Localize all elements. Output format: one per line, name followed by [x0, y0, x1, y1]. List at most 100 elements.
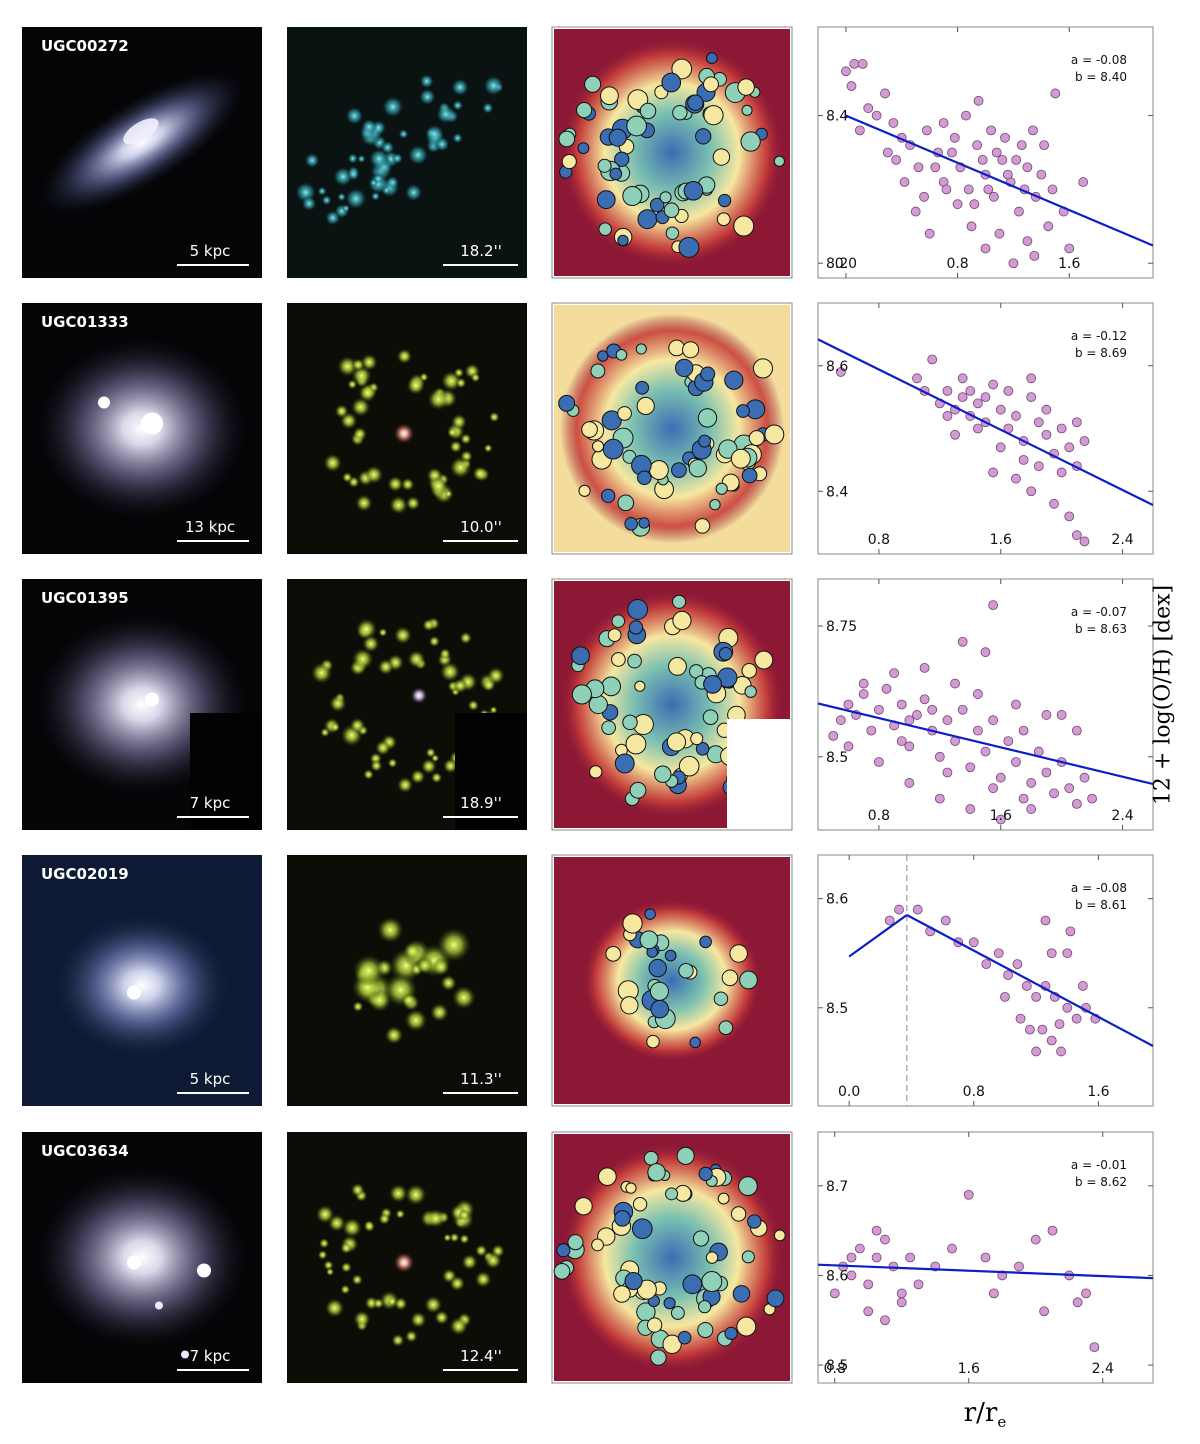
data-point	[942, 411, 953, 421]
foreground-star	[181, 1350, 189, 1359]
metallicity-map-panel	[551, 1131, 793, 1384]
hii-region	[629, 781, 647, 799]
hii-region	[672, 610, 692, 631]
fit-intercept-label: b = 8.61	[1075, 898, 1127, 912]
data-point	[882, 147, 893, 158]
hii-region	[702, 709, 719, 726]
metallicity-map-panel	[551, 302, 793, 555]
hii-region	[590, 363, 606, 379]
data-point	[919, 191, 929, 202]
data-point	[1018, 793, 1029, 804]
emission-knot	[324, 1298, 345, 1318]
emission-knot	[404, 1008, 428, 1032]
emission-knot	[455, 377, 467, 389]
data-point	[899, 177, 910, 187]
data-point	[1087, 793, 1097, 804]
emission-knot	[357, 154, 366, 164]
hii-region	[561, 153, 577, 170]
hii-region	[627, 599, 649, 620]
hii-region	[717, 1192, 730, 1205]
data-point	[874, 757, 884, 767]
emission-knot	[484, 1251, 502, 1270]
emission-knot	[345, 106, 364, 125]
data-point	[1064, 511, 1075, 522]
emission-knot	[440, 370, 462, 392]
emission-nucleus	[411, 687, 427, 704]
hii-region	[636, 396, 655, 416]
emission-knot	[472, 466, 488, 482]
data-point	[961, 110, 971, 121]
data-point	[889, 668, 900, 679]
data-point	[1071, 530, 1082, 541]
data-point	[980, 1252, 991, 1263]
data-point	[829, 1288, 840, 1299]
data-point	[912, 904, 923, 915]
galaxy-name-label: UGC00272	[41, 37, 129, 55]
emission-knot	[395, 1209, 406, 1219]
emission-knot	[349, 717, 366, 734]
data-point	[896, 1297, 907, 1308]
emission-knot	[363, 769, 374, 780]
emission-knot	[323, 453, 343, 473]
data-point	[977, 154, 988, 165]
fit-intercept-label: b = 8.69	[1075, 346, 1127, 360]
emission-knot	[431, 957, 450, 976]
hii-region	[718, 647, 733, 661]
hii-region	[576, 102, 593, 119]
emission-knot	[428, 635, 441, 648]
hii-region	[638, 517, 650, 529]
data-point	[957, 704, 968, 715]
fit-slope-label: a = -0.12	[1071, 329, 1127, 343]
emission-knot	[483, 75, 504, 97]
data-point	[1028, 125, 1038, 136]
emission-knot	[330, 722, 341, 733]
data-point	[846, 81, 857, 91]
data-point	[863, 103, 874, 114]
emission-knot	[451, 985, 476, 1010]
data-point	[843, 741, 854, 752]
x-tick-label: 2.4	[1111, 532, 1133, 548]
optical-image-panel: UGC00272 5 kpc	[22, 27, 262, 278]
plot-area	[841, 59, 1153, 269]
masked-region	[455, 713, 527, 830]
emission-knot	[452, 678, 468, 694]
data-point	[854, 125, 865, 136]
hii-region	[649, 460, 669, 480]
emission-knot	[350, 397, 371, 417]
emission-knot	[310, 662, 333, 684]
hii-region	[643, 1150, 659, 1166]
data-point	[947, 147, 957, 158]
hii-region	[625, 733, 647, 755]
gradient-plot: 0.8 1.6 2.4 8.5 8.6 8.7 a = -0.01 b = 8.62	[817, 1131, 1154, 1384]
data-point	[1041, 767, 1052, 778]
data-point	[843, 699, 854, 710]
y-tick-label: 8.4	[826, 109, 848, 125]
data-point	[1079, 536, 1090, 547]
hii-region	[712, 148, 731, 166]
optical-image-panel: UGC01333 13 kpc	[22, 303, 262, 554]
hii-region	[646, 1317, 663, 1333]
hii-region	[690, 732, 704, 746]
gradient-plot: 0.8 1.6 2.4 8.5 8.75 a = -0.07 b = 8.63	[817, 578, 1154, 831]
hii-region	[678, 963, 694, 979]
emission-knot	[340, 1242, 353, 1255]
x-tick-label: 0.8	[868, 808, 890, 824]
hii-region	[634, 680, 646, 692]
hii-region	[701, 1271, 723, 1293]
hii-region	[637, 470, 652, 486]
hii-region	[637, 209, 658, 230]
emission-knot	[391, 1333, 405, 1347]
emission-knot	[405, 495, 421, 511]
hii-region	[698, 434, 712, 448]
emission-knot	[374, 739, 391, 756]
data-point	[968, 937, 979, 948]
data-point	[888, 118, 899, 128]
data-point	[1011, 411, 1021, 421]
data-point	[1014, 206, 1024, 217]
plot-frame	[817, 854, 1154, 1107]
hii-region	[597, 158, 612, 173]
data-point	[871, 1225, 882, 1236]
hii-region	[613, 1285, 631, 1303]
emission-knot	[406, 376, 426, 395]
hii-region	[703, 76, 719, 93]
